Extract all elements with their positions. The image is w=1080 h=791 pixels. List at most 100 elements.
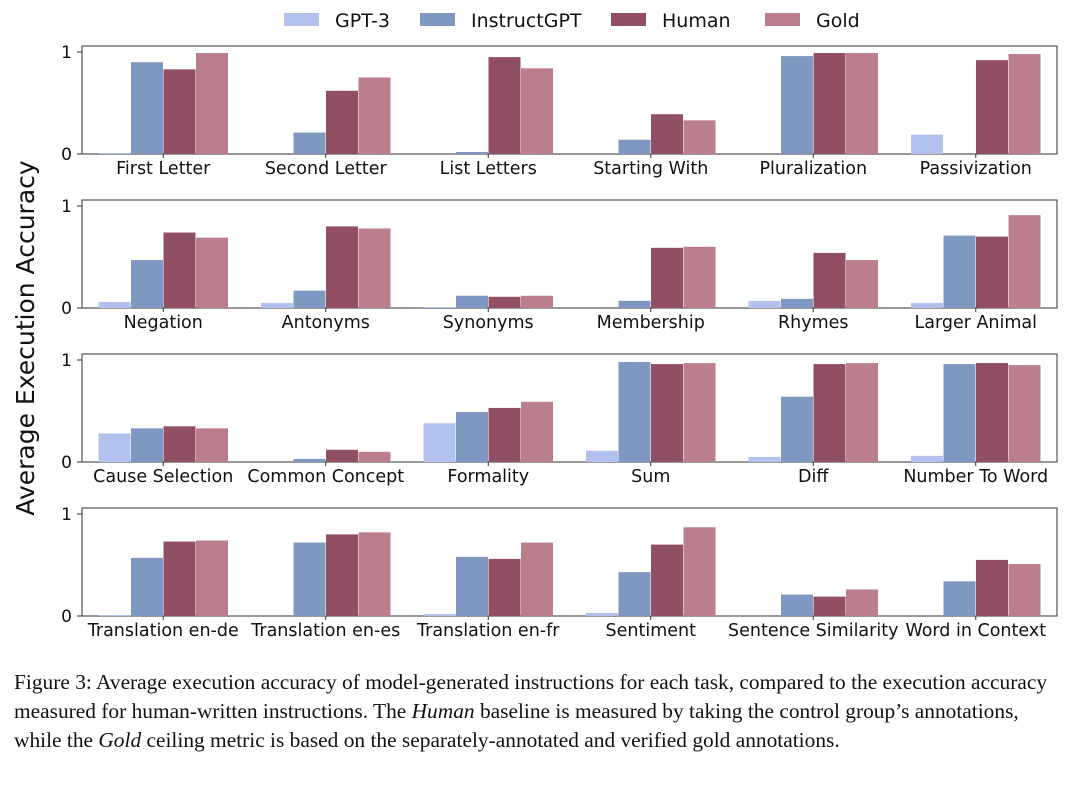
- bar-rhymes-instructgpt: [781, 298, 813, 308]
- bar-common-concept-gold: [358, 451, 391, 462]
- bar-translation-en-de-human: [163, 541, 196, 616]
- bar-first-letter-gold: [196, 53, 228, 154]
- x-tick-label-pluralization: Pluralization: [759, 159, 867, 179]
- bar-formality-gold: [521, 401, 553, 462]
- legend: GPT-3 InstructGPT Human Gold: [284, 10, 860, 32]
- chart-panels: 0 1 First Letter Second Letter List Letters S…: [61, 43, 1058, 641]
- bar-translation-en-fr-instructgpt: [456, 556, 488, 616]
- bar-passivization-gold: [1008, 54, 1041, 154]
- bar-synonyms-human: [488, 296, 521, 308]
- bar-translation-en-de-gold: [196, 540, 228, 616]
- caption-emphasis-human: Human: [411, 699, 475, 723]
- bar-cause-selection-instructgpt: [131, 428, 163, 462]
- panel-3: 0 1 Cause Selection Common Concept Formality…: [61, 351, 1058, 487]
- bar-number-to-word-gpt-3: [911, 455, 943, 462]
- x-tick-label-common-concept: Common Concept: [247, 467, 404, 487]
- bar-negation-gold: [196, 237, 228, 308]
- bar-cause-selection-human: [163, 426, 196, 462]
- x-tick-label-starting-with: Starting With: [593, 159, 708, 179]
- bar-word-in-context-gold: [1008, 563, 1041, 616]
- bar-synonyms-gold: [521, 295, 553, 308]
- bar-synonyms-instructgpt: [456, 295, 488, 308]
- bar-sentiment-instructgpt: [618, 572, 651, 616]
- bar-passivization-human: [976, 60, 1008, 154]
- bar-first-letter-gpt-3: [98, 152, 131, 154]
- bar-sum-gpt-3: [586, 450, 618, 462]
- bar-membership-instructgpt: [618, 300, 651, 308]
- legend-swatch-gold: [765, 13, 800, 26]
- x-tick-label-passivization: Passivization: [920, 159, 1032, 179]
- bar-sentence-similarity-instructgpt: [781, 594, 813, 616]
- bar-first-letter-instructgpt: [131, 62, 163, 155]
- x-tick-label-word-in-context: Word in Context: [905, 621, 1046, 641]
- y-tick-label: 0: [61, 607, 72, 627]
- bar-negation-human: [163, 232, 196, 308]
- bar-larger-animal-gold: [1008, 215, 1041, 308]
- panel-4: 0 1 Translation en-de Translation en-es Tran…: [61, 505, 1058, 641]
- y-tick-label: 1: [61, 43, 72, 63]
- bar-second-letter-instructgpt: [293, 132, 326, 154]
- bar-sentence-similarity-human: [813, 596, 846, 616]
- x-tick-label-rhymes: Rhymes: [778, 313, 849, 333]
- bar-diff-gpt-3: [748, 456, 781, 462]
- bar-word-in-context-human: [976, 559, 1008, 616]
- bar-antonyms-gold: [358, 228, 391, 308]
- bar-pluralization-instructgpt: [781, 56, 813, 154]
- bar-sentiment-gpt-3: [586, 612, 618, 616]
- x-tick-label-negation: Negation: [124, 313, 203, 333]
- bar-translation-en-es-human: [326, 534, 358, 616]
- caption-emphasis-gold: Gold: [98, 728, 142, 752]
- y-tick-label: 1: [61, 351, 72, 371]
- legend-label-gold: Gold: [816, 10, 860, 32]
- bar-list-letters-instructgpt: [456, 151, 488, 154]
- bar-synonyms-gpt-3: [423, 306, 456, 308]
- legend-label-gpt-3: GPT-3: [335, 10, 390, 32]
- x-tick-label-number-to-word: Number To Word: [903, 467, 1048, 487]
- bar-larger-animal-human: [976, 236, 1008, 308]
- y-tick-label: 1: [61, 197, 72, 217]
- legend-swatch-human: [611, 13, 646, 26]
- x-tick-label-first-letter: First Letter: [116, 159, 211, 179]
- legend-swatch-gpt-3: [284, 13, 319, 26]
- bar-membership-gold: [683, 246, 716, 308]
- bar-diff-instructgpt: [781, 396, 813, 462]
- bar-sentiment-human: [651, 544, 683, 616]
- legend-label-human: Human: [662, 10, 731, 32]
- panel-frame: [81, 45, 1058, 155]
- bar-diff-human: [813, 364, 846, 462]
- bar-negation-gpt-3: [98, 301, 131, 308]
- bar-formality-human: [488, 407, 521, 462]
- bar-diff-gold: [846, 363, 878, 462]
- x-tick-label-antonyms: Antonyms: [282, 313, 370, 333]
- panel-frame: [81, 199, 1058, 309]
- bar-antonyms-instructgpt: [293, 290, 326, 308]
- bar-cause-selection-gold: [196, 428, 228, 462]
- panel-frame: [81, 507, 1058, 617]
- bar-word-in-context-instructgpt: [943, 581, 976, 616]
- figure-caption: Figure 3: Average execution accuracy of …: [14, 668, 1066, 755]
- legend-swatch-instructgpt: [420, 13, 455, 26]
- x-tick-label-translation-en-de: Translation en-de: [87, 621, 239, 641]
- y-tick-label: 0: [61, 299, 72, 319]
- bar-list-letters-human: [488, 57, 521, 154]
- x-tick-label-diff: Diff: [798, 467, 829, 487]
- bar-antonyms-human: [326, 226, 358, 308]
- bar-formality-gpt-3: [423, 423, 456, 462]
- caption-text-3: ceiling metric is based on the separatel…: [141, 728, 840, 752]
- bar-starting-with-human: [651, 114, 683, 154]
- bar-formality-instructgpt: [456, 412, 488, 462]
- bar-number-to-word-gold: [1008, 365, 1041, 462]
- panel-frame: [81, 353, 1058, 463]
- bar-second-letter-gold: [358, 77, 391, 154]
- bar-translation-en-es-gold: [358, 532, 391, 616]
- y-tick-label: 1: [61, 505, 72, 525]
- panel-2: 0 1 Negation Antonyms Synonyms Membership Rhym…: [61, 197, 1058, 333]
- y-axis-label: Average Execution Accuracy: [11, 160, 40, 516]
- bar-sentiment-gold: [683, 527, 716, 616]
- x-tick-label-synonyms: Synonyms: [443, 313, 534, 333]
- x-tick-label-list-letters: List Letters: [440, 159, 537, 179]
- bar-starting-with-instructgpt: [618, 139, 651, 154]
- x-tick-label-cause-selection: Cause Selection: [93, 467, 233, 487]
- bar-rhymes-gold: [846, 260, 878, 308]
- bar-sentence-similarity-gold: [846, 589, 878, 616]
